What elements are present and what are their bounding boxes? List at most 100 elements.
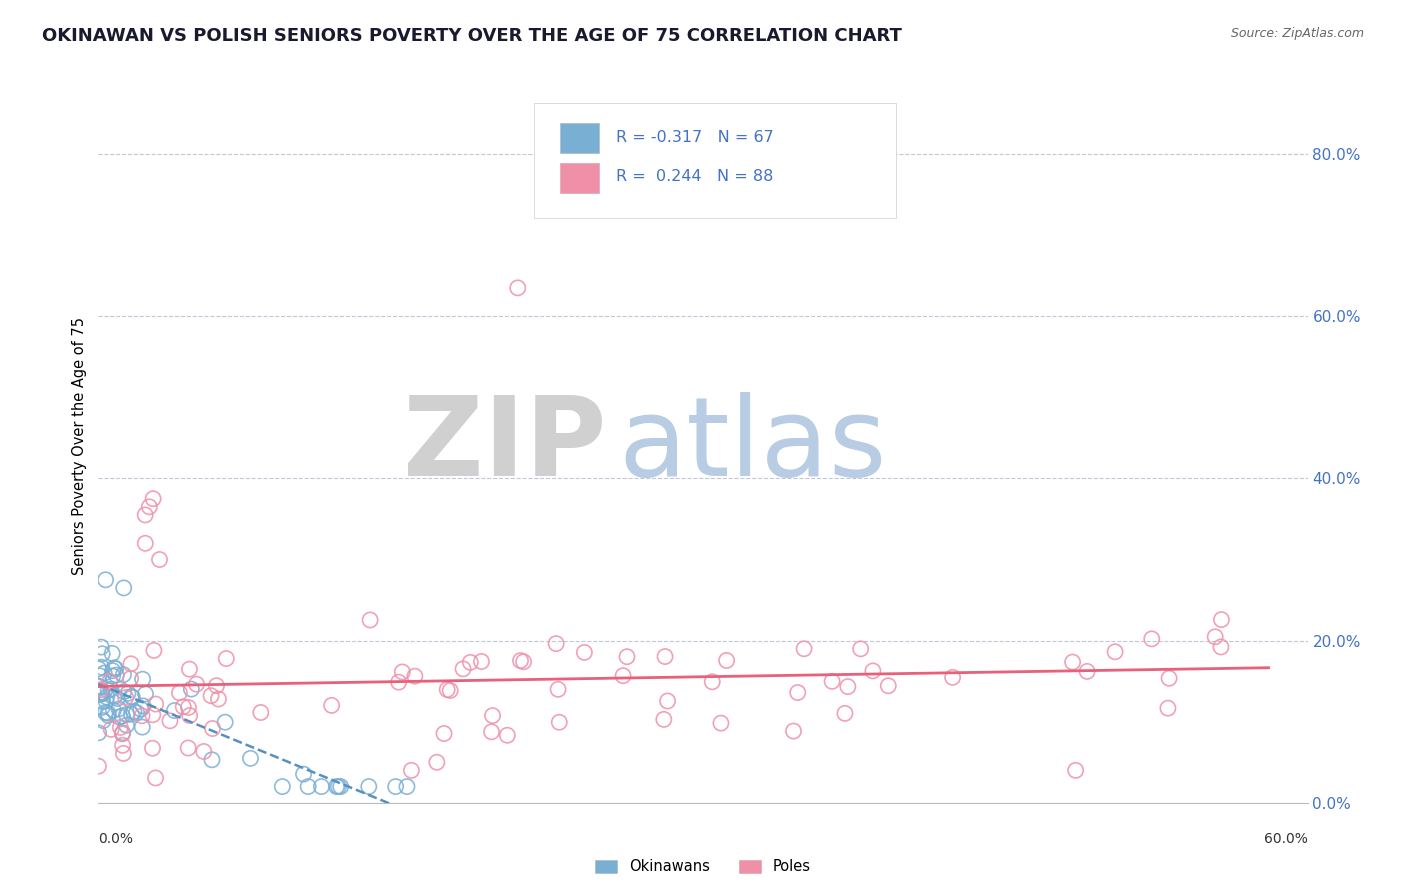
- Point: [877, 679, 900, 693]
- Point: [1159, 671, 1181, 685]
- Point: [1209, 640, 1232, 654]
- Point: [89, 668, 111, 682]
- Point: [111, 727, 134, 741]
- Point: [89, 687, 111, 701]
- Point: [793, 641, 815, 656]
- Point: [862, 664, 884, 678]
- Point: [91, 687, 114, 701]
- Point: [451, 662, 474, 676]
- Point: [496, 728, 519, 742]
- Point: [1140, 632, 1163, 646]
- Point: [481, 708, 503, 723]
- Point: [359, 613, 381, 627]
- Point: [546, 637, 568, 651]
- Point: [111, 739, 134, 753]
- Point: [125, 706, 148, 720]
- Point: [384, 780, 406, 794]
- Point: [179, 708, 201, 723]
- Point: [652, 712, 675, 726]
- Point: [1204, 630, 1226, 644]
- Point: [1062, 655, 1084, 669]
- Point: [177, 741, 200, 756]
- Point: [120, 672, 142, 686]
- Point: [142, 643, 165, 657]
- Point: [131, 708, 153, 723]
- Point: [115, 707, 138, 722]
- Point: [433, 726, 456, 740]
- Point: [657, 694, 679, 708]
- Point: [100, 682, 122, 697]
- Point: [186, 677, 208, 691]
- Point: [129, 702, 152, 716]
- Point: [134, 687, 156, 701]
- Point: [506, 281, 529, 295]
- Point: [357, 780, 380, 794]
- Point: [1211, 613, 1233, 627]
- Text: OKINAWAN VS POLISH SENIORS POVERTY OVER THE AGE OF 75 CORRELATION CHART: OKINAWAN VS POLISH SENIORS POVERTY OVER …: [42, 27, 903, 45]
- Point: [169, 686, 191, 700]
- Point: [388, 675, 411, 690]
- Point: [849, 641, 872, 656]
- Point: [117, 686, 139, 700]
- Point: [90, 687, 112, 701]
- Point: [460, 656, 482, 670]
- Point: [89, 679, 111, 693]
- Point: [207, 692, 229, 706]
- Point: [612, 669, 634, 683]
- Point: [97, 708, 120, 723]
- Point: [91, 647, 114, 661]
- Point: [834, 706, 856, 721]
- Point: [101, 647, 124, 661]
- Point: [112, 684, 135, 698]
- Point: [90, 640, 112, 654]
- Point: [114, 690, 136, 705]
- Point: [201, 722, 224, 736]
- Y-axis label: Seniors Poverty Over the Age of 75: Seniors Poverty Over the Age of 75: [72, 317, 87, 575]
- Point: [547, 682, 569, 697]
- Point: [509, 654, 531, 668]
- Point: [193, 744, 215, 758]
- Text: R = -0.317   N = 67: R = -0.317 N = 67: [616, 130, 773, 145]
- Point: [654, 649, 676, 664]
- Point: [97, 683, 120, 698]
- Point: [96, 690, 118, 704]
- Point: [120, 707, 142, 722]
- Point: [215, 651, 238, 665]
- Point: [311, 780, 333, 794]
- Point: [101, 669, 124, 683]
- Point: [180, 682, 202, 697]
- Point: [112, 747, 135, 761]
- Point: [214, 715, 236, 730]
- Point: [325, 780, 347, 794]
- Point: [205, 679, 228, 693]
- Point: [321, 698, 343, 713]
- Text: ZIP: ZIP: [404, 392, 606, 500]
- Point: [131, 672, 153, 686]
- Point: [97, 706, 120, 720]
- Point: [131, 720, 153, 734]
- Point: [121, 690, 143, 705]
- Point: [90, 685, 112, 699]
- Point: [436, 682, 458, 697]
- Point: [942, 670, 965, 684]
- Point: [548, 715, 571, 730]
- Point: [138, 500, 160, 514]
- Point: [105, 668, 128, 682]
- Point: [297, 780, 319, 794]
- Point: [112, 581, 135, 595]
- Point: [271, 780, 294, 794]
- Point: [142, 707, 165, 722]
- Point: [391, 665, 413, 679]
- Point: [250, 706, 273, 720]
- Point: [91, 714, 114, 728]
- Point: [1104, 645, 1126, 659]
- Point: [89, 682, 111, 697]
- Point: [87, 662, 110, 676]
- Point: [101, 664, 124, 678]
- Point: [94, 573, 117, 587]
- Point: [179, 662, 201, 676]
- Point: [87, 726, 110, 740]
- Point: [172, 699, 194, 714]
- Point: [616, 649, 638, 664]
- Point: [145, 697, 167, 711]
